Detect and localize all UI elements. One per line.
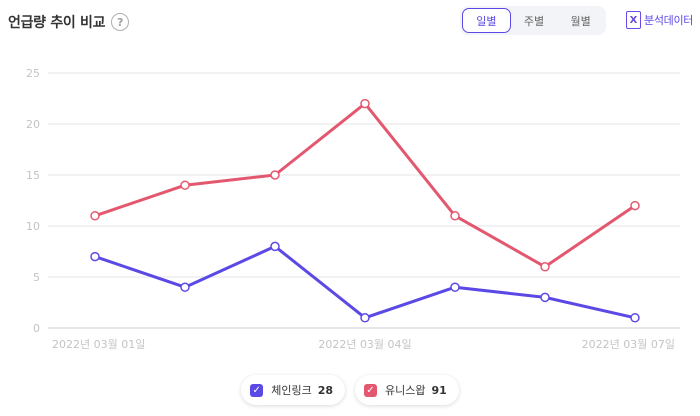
checkbox-icon[interactable]: ✓ — [364, 383, 377, 397]
x-tick-label: 2022년 03월 04일 — [318, 337, 411, 351]
y-tick-label: 0 — [33, 322, 40, 335]
chart-header: 언급량 추이 비교 ? — [8, 8, 130, 36]
chart-legend: ✓ 체인링크 28 ✓ 유니스왑 91 — [0, 375, 700, 405]
legend-item-series-2[interactable]: ✓ 유니스왑 91 — [355, 375, 459, 405]
legend-series-name: 체인링크 — [271, 384, 312, 397]
y-tick-label: 25 — [26, 67, 40, 80]
x-tick-label: 2022년 03월 07일 — [582, 337, 675, 351]
y-tick-label: 15 — [26, 169, 40, 182]
analysis-data-button[interactable]: X 분석데이터 — [626, 9, 693, 31]
data-point — [270, 170, 280, 180]
legend-series-count: 28 — [317, 383, 333, 397]
period-toggle: 일별 주별 월별 — [460, 6, 606, 35]
data-point — [450, 282, 460, 292]
data-point — [540, 292, 550, 303]
y-tick-label: 20 — [26, 118, 40, 131]
legend-item-series-1[interactable]: ✓ 체인링크 28 — [241, 375, 345, 405]
period-monthly-button[interactable]: 월별 — [570, 14, 591, 28]
excel-icon: X — [626, 11, 641, 29]
legend-series-count: 91 — [431, 383, 447, 397]
period-daily-button[interactable]: 일별 — [462, 8, 511, 33]
y-tick-label: 5 — [33, 271, 40, 284]
series-line-1 — [93, 244, 637, 320]
page-title: 언급량 추이 비교 — [8, 15, 106, 31]
data-point — [360, 98, 370, 109]
legend-series-name: 유니스왑 — [385, 384, 426, 397]
x-tick-label: 2022년 03월 01일 — [52, 337, 145, 351]
data-point — [180, 180, 190, 190]
data-point — [630, 200, 640, 211]
data-point — [90, 251, 100, 262]
data-point — [270, 241, 280, 252]
data-point — [90, 211, 100, 221]
analysis-data-label: 분석데이터 — [644, 14, 694, 27]
data-point — [630, 313, 640, 323]
data-point — [540, 262, 550, 272]
data-point — [360, 313, 370, 323]
data-point — [180, 282, 190, 292]
series-line-2 — [93, 102, 637, 269]
data-point — [450, 211, 460, 221]
checkbox-icon[interactable]: ✓ — [250, 383, 264, 397]
period-weekly-button[interactable]: 주별 — [523, 14, 545, 28]
help-icon[interactable]: ? — [111, 13, 130, 31]
y-tick-label: 10 — [26, 220, 40, 233]
